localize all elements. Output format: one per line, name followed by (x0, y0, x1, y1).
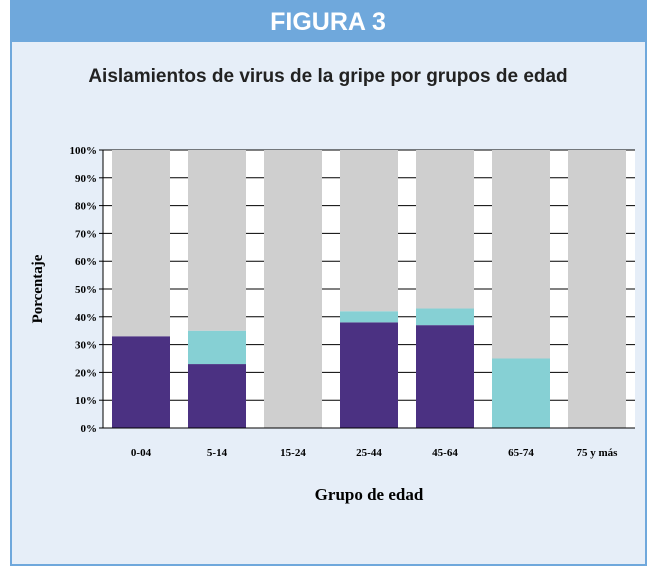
figure-label: FIGURA 3 (270, 8, 386, 36)
y-tick-label: 40% (75, 312, 97, 324)
bar-segment (568, 150, 626, 428)
bar-segment (340, 311, 398, 323)
x-tick-label: 75 y más (577, 447, 619, 459)
bar-segment (112, 150, 170, 337)
bar-segment (492, 150, 550, 359)
bar-segment (112, 336, 170, 428)
y-tick-label: 60% (75, 256, 97, 268)
x-tick-label: 15-24 (280, 447, 306, 459)
y-tick-label: 80% (75, 201, 97, 213)
y-axis-title: Porcentaje (30, 254, 46, 323)
bar-segment (340, 322, 398, 428)
bar-segment (416, 308, 474, 326)
y-tick-label: 70% (75, 228, 97, 240)
y-tick-label: 90% (75, 173, 97, 185)
x-tick-label: 45-64 (432, 447, 458, 459)
y-tick-label: 0% (81, 423, 98, 435)
x-tick-label: 25-44 (356, 447, 382, 459)
bar-segment (188, 330, 246, 365)
y-tick-label: 100% (70, 145, 98, 157)
chart-title: Aislamientos de virus de la gripe por gr… (88, 66, 567, 87)
y-tick-label: 50% (75, 284, 97, 296)
y-tick-label: 20% (75, 367, 97, 379)
bar-segment (416, 325, 474, 428)
y-tick-label: 30% (75, 340, 97, 352)
header-bar (10, 0, 647, 42)
bar-segment (264, 150, 322, 428)
x-tick-label: 65-74 (508, 447, 534, 459)
bar-segment (188, 150, 246, 331)
bar-segment (492, 358, 550, 428)
x-tick-label: 5-14 (207, 447, 228, 459)
bar-segment (416, 150, 474, 309)
y-tick-label: 10% (75, 395, 97, 407)
bar-segment (340, 150, 398, 312)
x-tick-label: 0-04 (131, 447, 152, 459)
bar-segment (188, 364, 246, 428)
x-axis-title: Grupo de edad (315, 485, 424, 504)
